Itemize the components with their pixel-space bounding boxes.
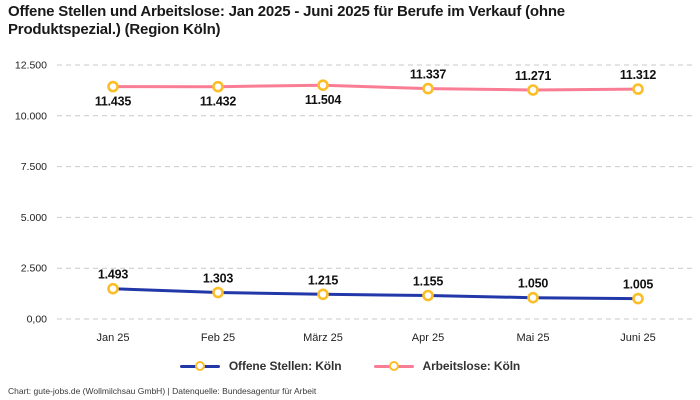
data-point-marker: [527, 291, 539, 304]
data-point-label: 1.493: [98, 268, 129, 282]
data-point-label: 11.337: [410, 68, 447, 82]
legend-item-arbeitslose: Arbeitslose: Köln: [373, 359, 521, 373]
data-point-label: 11.312: [620, 68, 657, 82]
data-point-marker: [317, 288, 329, 301]
legend-label: Arbeitslose: Köln: [422, 359, 521, 373]
x-tick-label: März 25: [303, 332, 343, 344]
chart-attribution: Chart: gute-jobs.de (Wollmilchsau GmbH) …: [8, 386, 317, 396]
legend-swatch-arbeitslose: [373, 360, 414, 373]
data-point-label: 11.271: [515, 69, 552, 83]
x-tick-label: Feb 25: [201, 332, 235, 344]
x-tick-label: Mai 25: [516, 332, 549, 344]
data-point-label: 11.504: [305, 93, 342, 107]
y-tick-label: 12.500: [15, 60, 47, 72]
data-point-marker: [632, 83, 644, 95]
data-point-marker: [632, 292, 644, 305]
data-point-label: 1.303: [203, 272, 234, 286]
x-tick-label: Juni 25: [620, 332, 655, 344]
x-tick-label: Jan 25: [96, 332, 129, 344]
legend-item-offene-stellen: Offene Stellen: Köln: [179, 359, 342, 373]
y-tick-label: 0,00: [27, 314, 48, 326]
series-line-1: [111, 83, 640, 92]
data-point-marker: [212, 80, 224, 93]
data-point-marker: [212, 286, 224, 299]
data-point-label: 1.050: [518, 277, 549, 291]
y-tick-label: 5.000: [21, 212, 47, 224]
y-tick-label: 2.500: [21, 263, 47, 275]
series-line-0: [111, 287, 640, 301]
legend-swatch-offene-stellen: [179, 360, 220, 373]
data-point-marker: [422, 289, 434, 302]
data-point-label: 11.432: [200, 95, 237, 109]
legend-label: Offene Stellen: Köln: [228, 359, 342, 373]
x-tick-label: Apr 25: [412, 332, 444, 344]
data-point-marker: [107, 80, 119, 93]
legend: Offene Stellen: Köln Arbeitslose: Köln: [0, 356, 700, 376]
data-point-marker: [317, 79, 329, 92]
data-point-label: 11.435: [95, 95, 132, 109]
data-point-label: 1.005: [623, 278, 654, 292]
data-point-marker: [422, 82, 434, 95]
data-point-label: 1.215: [308, 273, 339, 287]
chart-title: Offene Stellen und Arbeitslose: Jan 2025…: [8, 3, 565, 38]
data-point-marker: [527, 84, 539, 96]
y-tick-label: 7.500: [21, 161, 47, 173]
data-point-marker: [107, 282, 119, 295]
data-point-label: 1.155: [413, 275, 444, 289]
y-tick-label: 10.000: [15, 110, 47, 122]
line-chart: 0,00 2.500 5.000 7.500 10.000 12.500 Jan 25 Feb…: [15, 60, 692, 344]
